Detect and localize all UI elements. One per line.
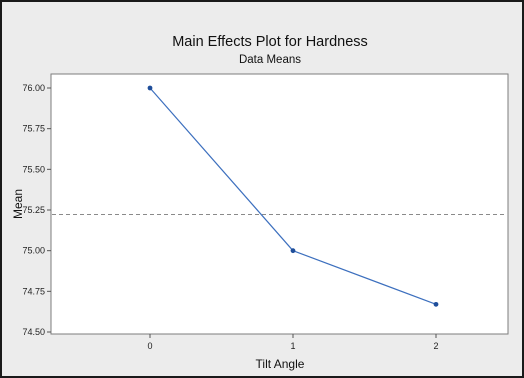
y-tick-label: 74.75 [22, 286, 45, 296]
series-line-segment [292, 250, 437, 305]
series-group [147, 85, 439, 307]
y-tick-label: 75.50 [22, 164, 45, 174]
y-tick-label: 75.00 [22, 246, 45, 256]
x-axis: 0 1 2 [147, 334, 439, 351]
data-point [290, 248, 296, 254]
y-axis: 76.00 75.75 75.50 75.25 75.00 74.75 74.50 [22, 83, 51, 337]
chart-subtitle: Data Means [239, 54, 301, 66]
series-line-segment [149, 87, 294, 252]
x-tick-label: 0 [147, 341, 152, 351]
data-point [433, 301, 439, 307]
data-point [147, 85, 153, 91]
plot-area [50, 73, 509, 335]
x-tick-label: 1 [290, 341, 295, 351]
y-tick-label: 75.75 [22, 124, 45, 134]
y-axis-label: Mean [11, 189, 25, 219]
y-tick-label: 74.50 [22, 327, 45, 337]
x-axis-label: Tilt Angle [256, 357, 305, 371]
chart-title: Main Effects Plot for Hardness [172, 34, 368, 50]
x-tick-label: 2 [433, 341, 438, 351]
y-tick-label: 75.25 [22, 205, 45, 215]
y-tick-label: 76.00 [22, 83, 45, 93]
